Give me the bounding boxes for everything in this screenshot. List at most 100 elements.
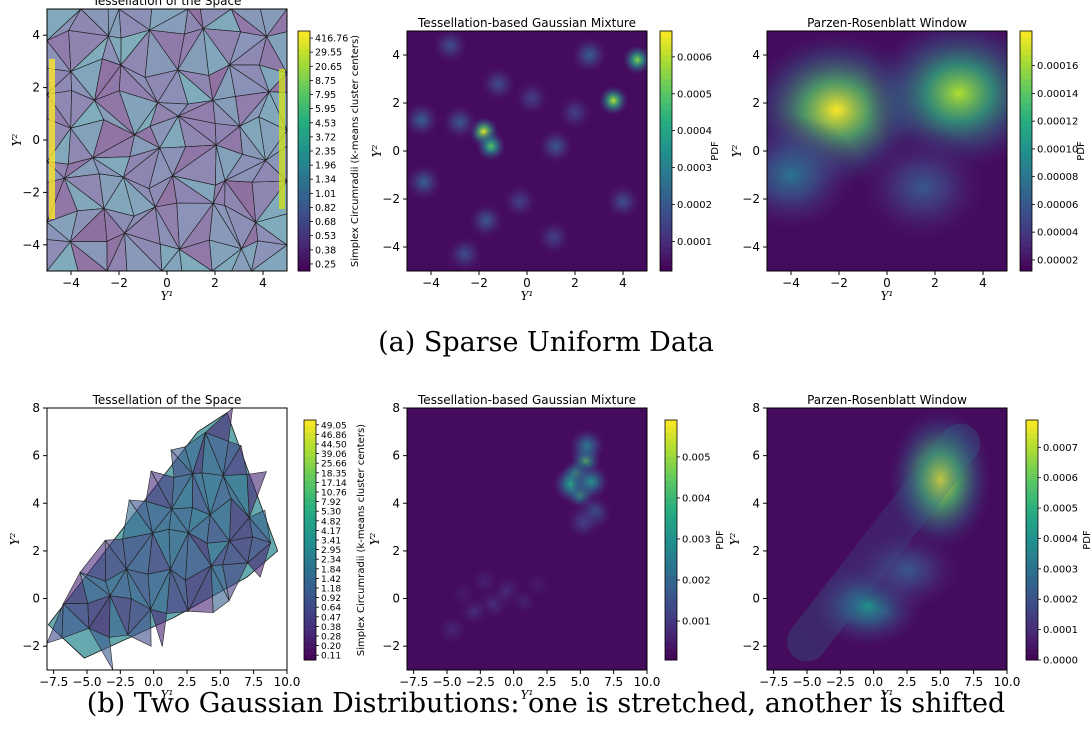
colorbar-tick-label: 0.00012 bbox=[1037, 117, 1078, 128]
heatmap-layer bbox=[767, 408, 1007, 670]
colorbar-segment bbox=[665, 510, 677, 517]
x-tick-label: 4 bbox=[259, 276, 267, 290]
colorbar-segment bbox=[1026, 438, 1038, 445]
axes-frame bbox=[766, 407, 1008, 671]
colorbar-segment bbox=[298, 133, 310, 140]
colorbar-segment bbox=[1026, 474, 1038, 481]
colorbar-segment bbox=[1026, 486, 1038, 493]
colorbar-segment bbox=[298, 169, 310, 176]
colorbar-segment bbox=[1026, 570, 1038, 577]
x-tick-label: 2.5 bbox=[537, 675, 556, 689]
colorbar-segment bbox=[304, 522, 316, 529]
colorbar-tick-label: 0.0007 bbox=[1043, 443, 1078, 454]
colorbar-segment bbox=[1026, 510, 1038, 517]
x-tick-label: −2.5 bbox=[106, 675, 135, 689]
colorbar-frame bbox=[1019, 30, 1033, 272]
colorbar-segment bbox=[1020, 145, 1032, 152]
tessellation-simplex bbox=[222, 562, 249, 602]
colorbar-segment bbox=[660, 157, 672, 164]
x-tick-label: 0 bbox=[163, 276, 171, 290]
colorbar-tick-label: 0.00004 bbox=[1037, 228, 1078, 239]
x-tick-label: −5.0 bbox=[432, 675, 461, 689]
colorbar-segment bbox=[1026, 492, 1038, 499]
colorbar-segment bbox=[1026, 606, 1038, 613]
tessellation-simplex bbox=[61, 603, 90, 639]
colorbar-segment bbox=[298, 259, 310, 266]
colorbar-segment bbox=[660, 175, 672, 182]
y-tick-label: 8 bbox=[752, 401, 760, 415]
colorbar-segment bbox=[1026, 612, 1038, 619]
colorbar-segment bbox=[304, 432, 316, 439]
colorbar-segment bbox=[1020, 205, 1032, 212]
y-tick-label: 4 bbox=[32, 496, 40, 510]
density-peak bbox=[535, 126, 576, 167]
colorbar-tick-label: 0.0004 bbox=[677, 126, 712, 137]
colorbar-segment bbox=[304, 624, 316, 631]
colorbar-segment bbox=[665, 462, 677, 469]
x-tick-label: 2 bbox=[211, 276, 219, 290]
heatmap-layer bbox=[407, 408, 647, 670]
colorbar-segment bbox=[660, 193, 672, 200]
colorbar-segment bbox=[660, 97, 672, 104]
colorbar-tick-label: 0.47 bbox=[321, 613, 341, 623]
x-tick-label: −2 bbox=[830, 276, 848, 290]
colorbar-segment bbox=[304, 576, 316, 583]
colorbar-segment bbox=[665, 648, 677, 655]
colorbar-segment bbox=[660, 121, 672, 128]
y-tick-label: −4 bbox=[22, 238, 40, 252]
tessellation-mesh bbox=[46, 8, 288, 272]
colorbar-segment bbox=[1020, 61, 1032, 68]
colorbar-segment bbox=[665, 498, 677, 505]
colorbar-segment bbox=[298, 247, 310, 254]
colorbar-segment bbox=[298, 163, 310, 170]
colorbar-segment bbox=[1020, 103, 1032, 110]
x-tick-label: 2 bbox=[931, 276, 939, 290]
caption-a: (a) Sparse Uniform Data bbox=[378, 327, 714, 358]
chart-panel-2: −4 −2 0 2 4 −4 −2 0 2 4 Tessellation-based Gaussia… bbox=[370, 16, 721, 303]
density-peak bbox=[478, 63, 519, 104]
colorbar-segment bbox=[1026, 498, 1038, 505]
colorbar-segment bbox=[660, 85, 672, 92]
x-tick-label: 7.5 bbox=[964, 675, 983, 689]
colorbar-tick-label: 1.18 bbox=[321, 585, 341, 595]
y-tick-label: −2 bbox=[742, 639, 760, 653]
colorbar-tick-label: 1.01 bbox=[315, 189, 336, 200]
colorbar-segment bbox=[665, 420, 677, 427]
colorbar-segment bbox=[665, 552, 677, 559]
y-axis-label: Y² bbox=[370, 144, 384, 157]
x-tick-label: −2.5 bbox=[466, 675, 495, 689]
y-tick-label: 0 bbox=[752, 144, 760, 158]
colorbar-segment bbox=[1026, 426, 1038, 433]
colorbar-segment bbox=[1020, 235, 1032, 242]
y-tick-label: 6 bbox=[392, 449, 400, 463]
colorbar-tick-label: 20.65 bbox=[315, 62, 342, 73]
chart-title: Tessellation of the Space bbox=[92, 393, 242, 407]
colorbar-segment bbox=[665, 426, 677, 433]
colorbar-tick-label: 5.95 bbox=[315, 104, 336, 115]
colorbar-segment bbox=[660, 43, 672, 50]
colorbar-segment bbox=[304, 516, 316, 523]
colorbar-tick-label: 4.82 bbox=[321, 517, 341, 527]
colorbar-segment bbox=[298, 199, 310, 206]
colorbar-segment bbox=[665, 540, 677, 547]
colorbar-tick-label: 3.41 bbox=[321, 537, 341, 547]
colorbar-segment bbox=[304, 642, 316, 649]
chart-title: Parzen-Rosenblatt Window bbox=[807, 16, 967, 30]
colorbar-segment bbox=[1020, 259, 1032, 266]
colorbar-tick-label: 0.0006 bbox=[1043, 473, 1078, 484]
colorbar-segment bbox=[304, 510, 316, 517]
colorbar-tick-label: 0.11 bbox=[321, 652, 341, 662]
colorbar-tick-label: 0.0003 bbox=[1043, 564, 1078, 575]
x-tick-label: 0.0 bbox=[864, 675, 883, 689]
colorbar-segment bbox=[1026, 558, 1038, 565]
colorbar-label: Simplex Circumradii (k-means cluster cen… bbox=[356, 424, 367, 656]
colorbar-segment bbox=[304, 426, 316, 433]
colorbar-segment bbox=[1026, 522, 1038, 529]
colorbar-segment bbox=[660, 205, 672, 212]
density-peak bbox=[853, 127, 993, 247]
y-tick-label: 8 bbox=[392, 401, 400, 415]
colorbar-tick-label: 39.06 bbox=[321, 450, 347, 460]
colorbar-segment bbox=[1026, 594, 1038, 601]
colorbar-segment bbox=[665, 630, 677, 637]
x-axis-label: Y¹ bbox=[881, 688, 894, 702]
